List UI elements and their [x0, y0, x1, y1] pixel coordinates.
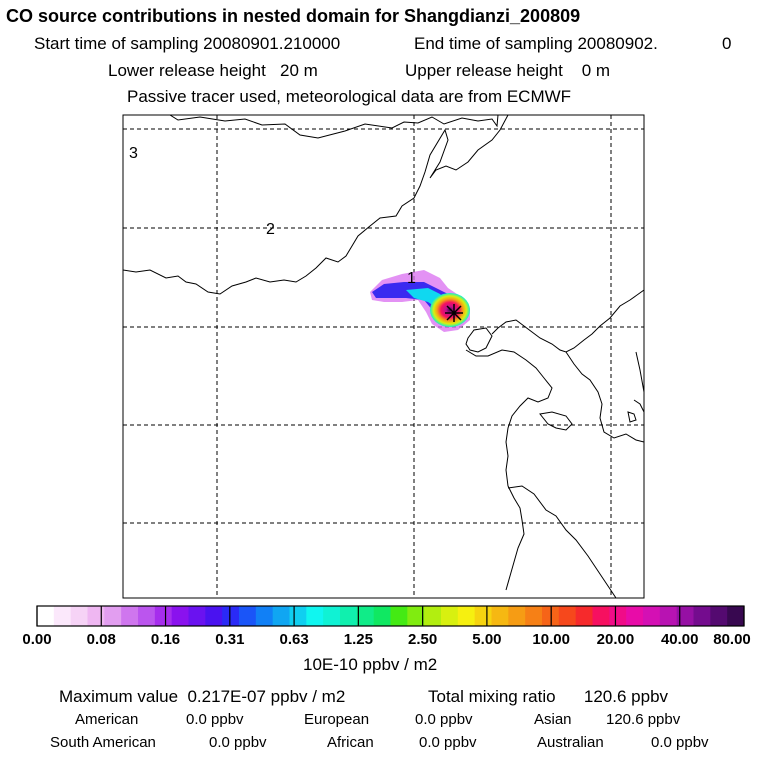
colorbar-cell — [592, 606, 610, 626]
colorbar-cell — [188, 606, 206, 626]
colorbar-cell — [626, 606, 644, 626]
colorbar-cell — [525, 606, 543, 626]
region-value-american: 0.0 ppbv — [186, 711, 244, 728]
colorbar-cell — [255, 606, 274, 626]
colorbar-cell — [87, 606, 105, 626]
region-value-south-american: 0.0 ppbv — [209, 734, 267, 751]
colorbar-cell — [306, 606, 324, 626]
colorbar-cell — [272, 606, 290, 626]
colorbar-cell — [222, 606, 240, 626]
colorbar — [36, 606, 745, 626]
end-time-suffix: 0 — [722, 34, 732, 53]
colorbar-cell — [104, 606, 122, 626]
colorbar-cell — [676, 606, 694, 626]
region-label-asian: Asian — [534, 711, 572, 728]
colorbar-cell — [491, 606, 509, 626]
colorbar-tick-label: 40.00 — [660, 631, 699, 648]
colorbar-cell — [643, 606, 661, 626]
colorbar-tick-label: 5.00 — [472, 631, 502, 648]
tracer-note: Passive tracer used, meteorological data… — [127, 87, 572, 106]
colorbar-cell — [171, 606, 189, 626]
colorbar-cell — [575, 606, 593, 626]
coast-lower — [507, 485, 617, 598]
colorbar-tick-label: 0.31 — [215, 631, 245, 648]
colorbar-cell — [37, 606, 55, 626]
colorbar-unit: 10E-10 ppbv / m2 — [303, 655, 438, 674]
colorbar-cell — [53, 606, 72, 626]
colorbar-cell — [441, 606, 459, 626]
colorbar-cell — [323, 606, 341, 626]
island — [627, 411, 637, 423]
colorbar-tick-label: 0.16 — [150, 631, 181, 648]
colorbar-cell — [356, 606, 375, 626]
coast-peninsula — [539, 411, 573, 431]
colorbar-cell — [121, 606, 139, 626]
region-label-australian: Australian — [537, 734, 604, 751]
colorbar-cell — [70, 606, 88, 626]
island — [633, 399, 644, 413]
colorbar-tick-label: 2.50 — [408, 631, 438, 648]
site-star-icon — [445, 304, 463, 322]
lower-release-height: Lower release height 20 m — [108, 61, 318, 80]
region-value-australian: 0.0 ppbv — [651, 734, 709, 751]
colorbar-tick-label: 80.00 — [713, 631, 751, 648]
colorbar-cell — [138, 606, 156, 626]
region-value-asian: 120.6 ppbv — [606, 711, 681, 728]
border-east — [123, 115, 509, 295]
end-time-label: End time of sampling 20080902. — [414, 34, 658, 53]
page-title: CO source contributions in nested domain… — [6, 6, 581, 26]
border-north — [169, 115, 499, 139]
colorbar-cell — [289, 606, 307, 626]
boundaries — [123, 115, 644, 598]
colorbar-frame — [36, 605, 745, 627]
colorbar-tick-label: 0.63 — [279, 631, 309, 648]
colorbar-cell — [373, 606, 391, 626]
max-value: Maximum value 0.217E-07 ppbv / m2 — [59, 687, 346, 706]
ring-label-2: 2 — [266, 221, 275, 238]
colorbar-cell — [609, 606, 627, 626]
colorbar-cell — [659, 606, 678, 626]
region-label-african: African — [327, 734, 374, 751]
footprint-plume — [370, 270, 470, 332]
region-label-european: European — [304, 711, 370, 728]
region-label-american: American — [75, 711, 139, 728]
colorbar-cell — [693, 606, 711, 626]
total-mixing-ratio: Total mixing ratio 120.6 ppbv — [428, 687, 669, 706]
border-korea — [491, 289, 644, 353]
upper-release-height: Upper release height 0 m — [405, 61, 611, 80]
colorbar-tick-label: 0.00 — [22, 631, 52, 648]
colorbar-cell — [558, 606, 577, 626]
colorbar-cell — [424, 606, 442, 626]
coast-korea-west — [565, 351, 644, 443]
colorbar-cell — [340, 606, 358, 626]
colorbar-cell — [154, 606, 173, 626]
colorbar-tick-label: 0.08 — [86, 631, 116, 648]
colorbar-tick-label: 10.00 — [532, 631, 570, 648]
colorbar-cell — [727, 606, 745, 626]
colorbar-cell — [407, 606, 425, 626]
colorbar-cell — [457, 606, 476, 626]
region-label-south-american: South American — [50, 734, 156, 751]
coast-korea-south — [635, 351, 644, 393]
coast-bohai — [465, 327, 493, 353]
map-frame — [122, 114, 645, 599]
colorbar-cell — [710, 606, 728, 626]
colorbar-tick-label: 20.00 — [596, 631, 635, 648]
ring-label-1: 1 — [407, 270, 416, 287]
colorbar-cell — [205, 606, 223, 626]
colorbar-tick-label: 1.25 — [343, 631, 373, 648]
coast-main — [465, 349, 553, 591]
region-value-european: 0.0 ppbv — [415, 711, 473, 728]
graticule — [123, 115, 644, 598]
colorbar-cell — [239, 606, 257, 626]
ring-label-3: 3 — [129, 145, 138, 162]
colorbar-cell — [474, 606, 492, 626]
colorbar-cell — [508, 606, 526, 626]
region-value-african: 0.0 ppbv — [419, 734, 477, 751]
start-time-label: Start time of sampling 20080901.210000 — [34, 34, 341, 53]
colorbar-cell — [390, 606, 408, 626]
